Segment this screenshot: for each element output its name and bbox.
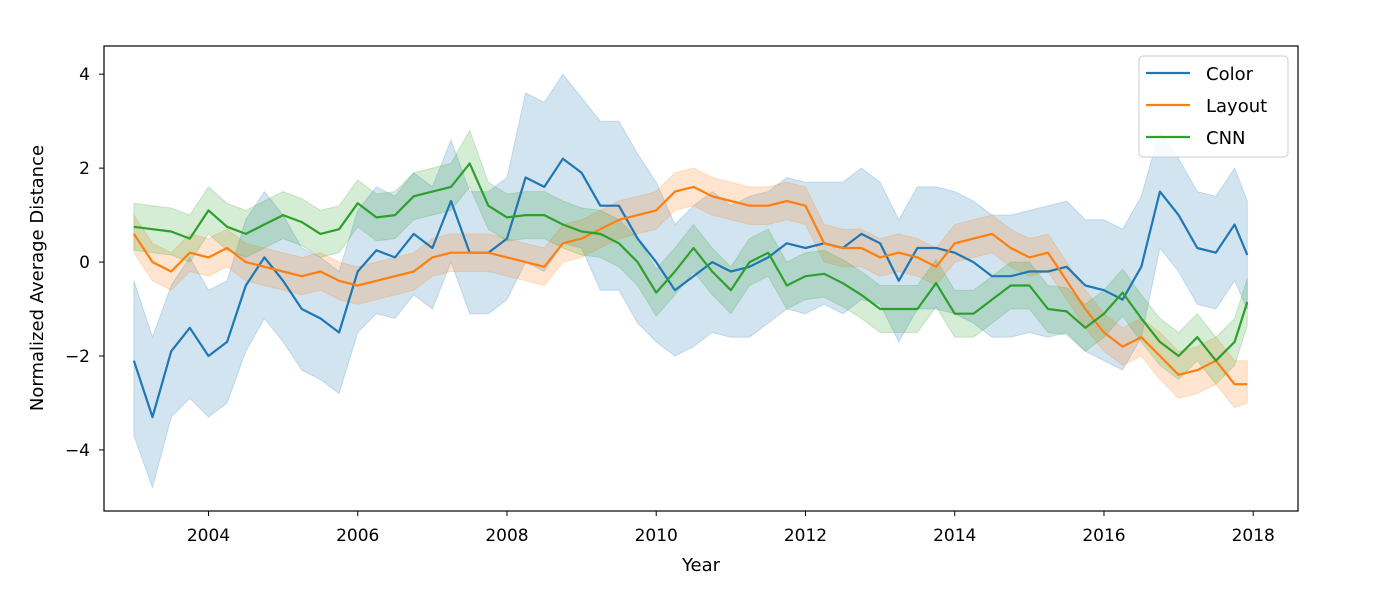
x-tick-label: 2004 xyxy=(187,526,230,546)
plot-frame xyxy=(103,45,1299,512)
y-tick-label: 2 xyxy=(79,159,90,179)
series-lines xyxy=(132,157,1249,419)
x-tick-label: 2016 xyxy=(1082,526,1125,546)
y-axis-label: Normalized Average Distance xyxy=(27,145,48,411)
legend-label-cnn: CNN xyxy=(1206,128,1246,149)
y-tick-label: −4 xyxy=(65,441,90,461)
legend-label-color: Color xyxy=(1206,64,1254,85)
x-tick-label: 2006 xyxy=(336,526,379,546)
x-tick-label: 2008 xyxy=(485,526,528,546)
legend-label-layout: Layout xyxy=(1206,96,1267,117)
y-tick-label: 4 xyxy=(79,65,90,85)
y-tick-label: −2 xyxy=(65,347,90,367)
series-line-layout xyxy=(132,185,1248,386)
x-tick-label: 2010 xyxy=(635,526,678,546)
x-axis-label: Year xyxy=(681,555,721,576)
legend-box xyxy=(1138,55,1289,158)
band-color xyxy=(133,73,1248,490)
y-axis-ticks: −4 −2 0 2 4 xyxy=(65,65,104,461)
confidence-bands xyxy=(133,73,1248,490)
x-tick-label: 2012 xyxy=(784,526,827,546)
x-tick-label: 2018 xyxy=(1232,526,1275,546)
y-tick-label: 0 xyxy=(79,253,90,273)
legend: Color Layout CNN xyxy=(1138,55,1289,158)
series-line-color xyxy=(132,157,1249,419)
x-tick-label: 2014 xyxy=(933,526,976,546)
series-line-cnn xyxy=(133,162,1249,362)
band-cnn xyxy=(133,129,1248,385)
x-axis-ticks: 2004 2006 2008 2010 2012 2014 2016 2018 xyxy=(187,511,1275,546)
band-layout xyxy=(133,167,1248,409)
